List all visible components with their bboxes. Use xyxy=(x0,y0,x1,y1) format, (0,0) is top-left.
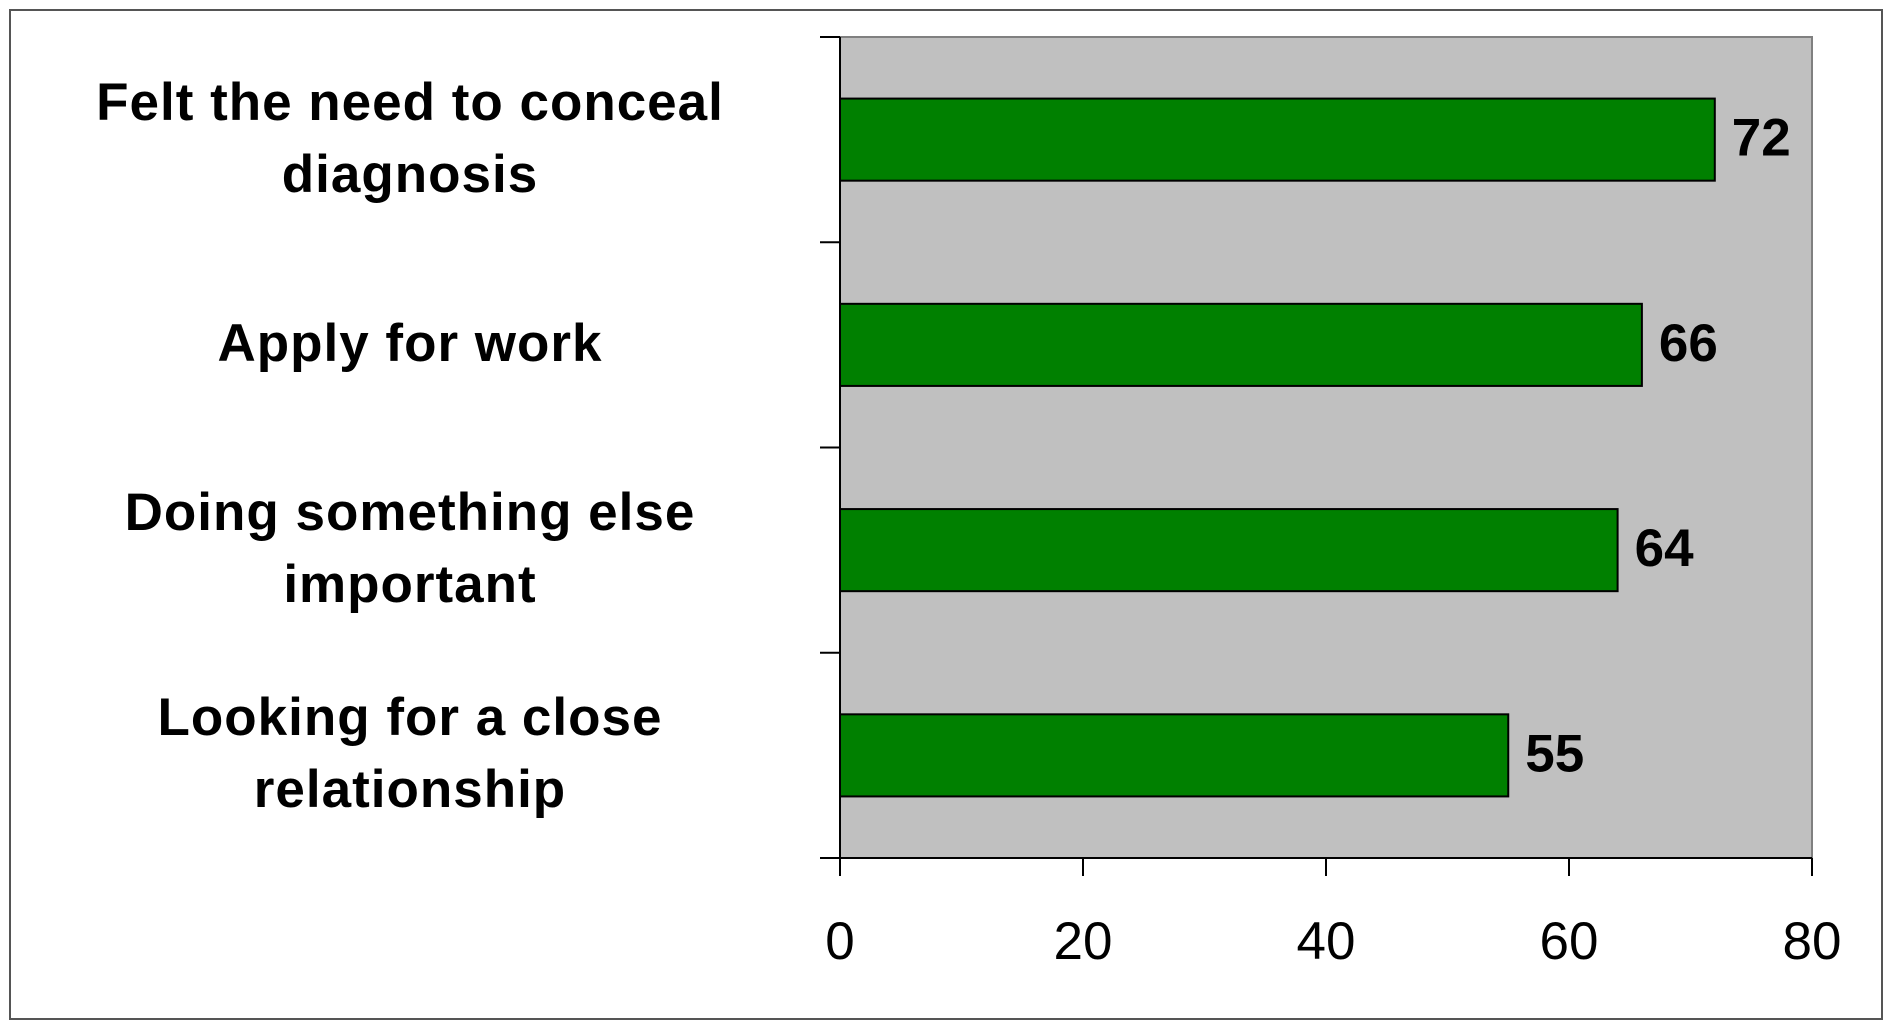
category-label: Doing something else important xyxy=(124,483,696,615)
x-tick-label: 60 xyxy=(1540,912,1599,971)
value-label: 64 xyxy=(1635,519,1694,578)
bar xyxy=(839,713,1510,798)
category-label: Apply for work xyxy=(217,313,603,373)
bar xyxy=(839,302,1643,387)
category-label: Looking for a close relationship xyxy=(157,688,663,820)
x-tick-label: 0 xyxy=(825,912,854,971)
bar xyxy=(839,508,1619,593)
x-tick-label: 40 xyxy=(1297,912,1356,971)
value-label: 72 xyxy=(1732,109,1791,168)
bar xyxy=(839,97,1716,182)
value-label: 66 xyxy=(1659,314,1718,373)
x-tick-label: 20 xyxy=(1054,912,1113,971)
category-label: Felt the need to conceal diagnosis xyxy=(96,72,724,204)
value-label: 55 xyxy=(1525,724,1584,783)
x-tick-label: 80 xyxy=(1783,912,1842,971)
